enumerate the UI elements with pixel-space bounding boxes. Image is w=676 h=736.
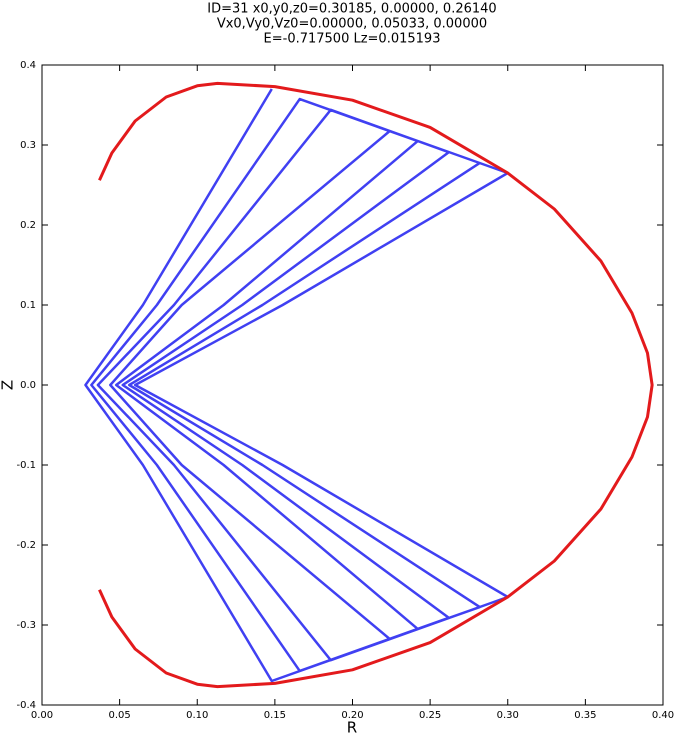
y-tick-label: 0.3 bbox=[20, 140, 36, 151]
x-tick-label: 0.05 bbox=[108, 710, 130, 721]
chart-title: Vx0,Vy0,Vz0=0.00000, 0.05033, 0.00000 bbox=[217, 17, 487, 32]
chart-title: E=-0.717500 Lz=0.015193 bbox=[264, 32, 441, 47]
plot-frame bbox=[41, 64, 664, 706]
x-tick-label: 0.10 bbox=[186, 710, 208, 721]
y-tick-label: -0.3 bbox=[16, 620, 36, 631]
y-tick-label: -0.4 bbox=[16, 700, 36, 711]
y-tick-label: -0.2 bbox=[16, 540, 36, 551]
chart-title: ID=31 x0,y0,z0=0.30185, 0.00000, 0.26140 bbox=[207, 2, 496, 17]
y-tick-label: 0.0 bbox=[20, 380, 36, 391]
zero-velocity-curve bbox=[98, 81, 654, 689]
x-tick-label: 0.20 bbox=[341, 710, 363, 721]
y-tick-label: 0.4 bbox=[20, 60, 36, 71]
x-tick-label: 0.35 bbox=[574, 710, 596, 721]
x-tick-label: 0.00 bbox=[31, 710, 53, 721]
y-axis-label: Z bbox=[0, 380, 17, 390]
x-tick-label: 0.40 bbox=[652, 710, 674, 721]
y-tick-label: -0.1 bbox=[16, 460, 36, 471]
x-tick-label: 0.30 bbox=[497, 710, 519, 721]
x-axis-label: R bbox=[347, 719, 357, 736]
y-tick-label: 0.1 bbox=[20, 300, 36, 311]
x-tick-label: 0.25 bbox=[419, 710, 441, 721]
orbit-line bbox=[84, 88, 509, 683]
y-tick-label: 0.2 bbox=[20, 220, 36, 231]
x-tick-label: 0.15 bbox=[264, 710, 286, 721]
